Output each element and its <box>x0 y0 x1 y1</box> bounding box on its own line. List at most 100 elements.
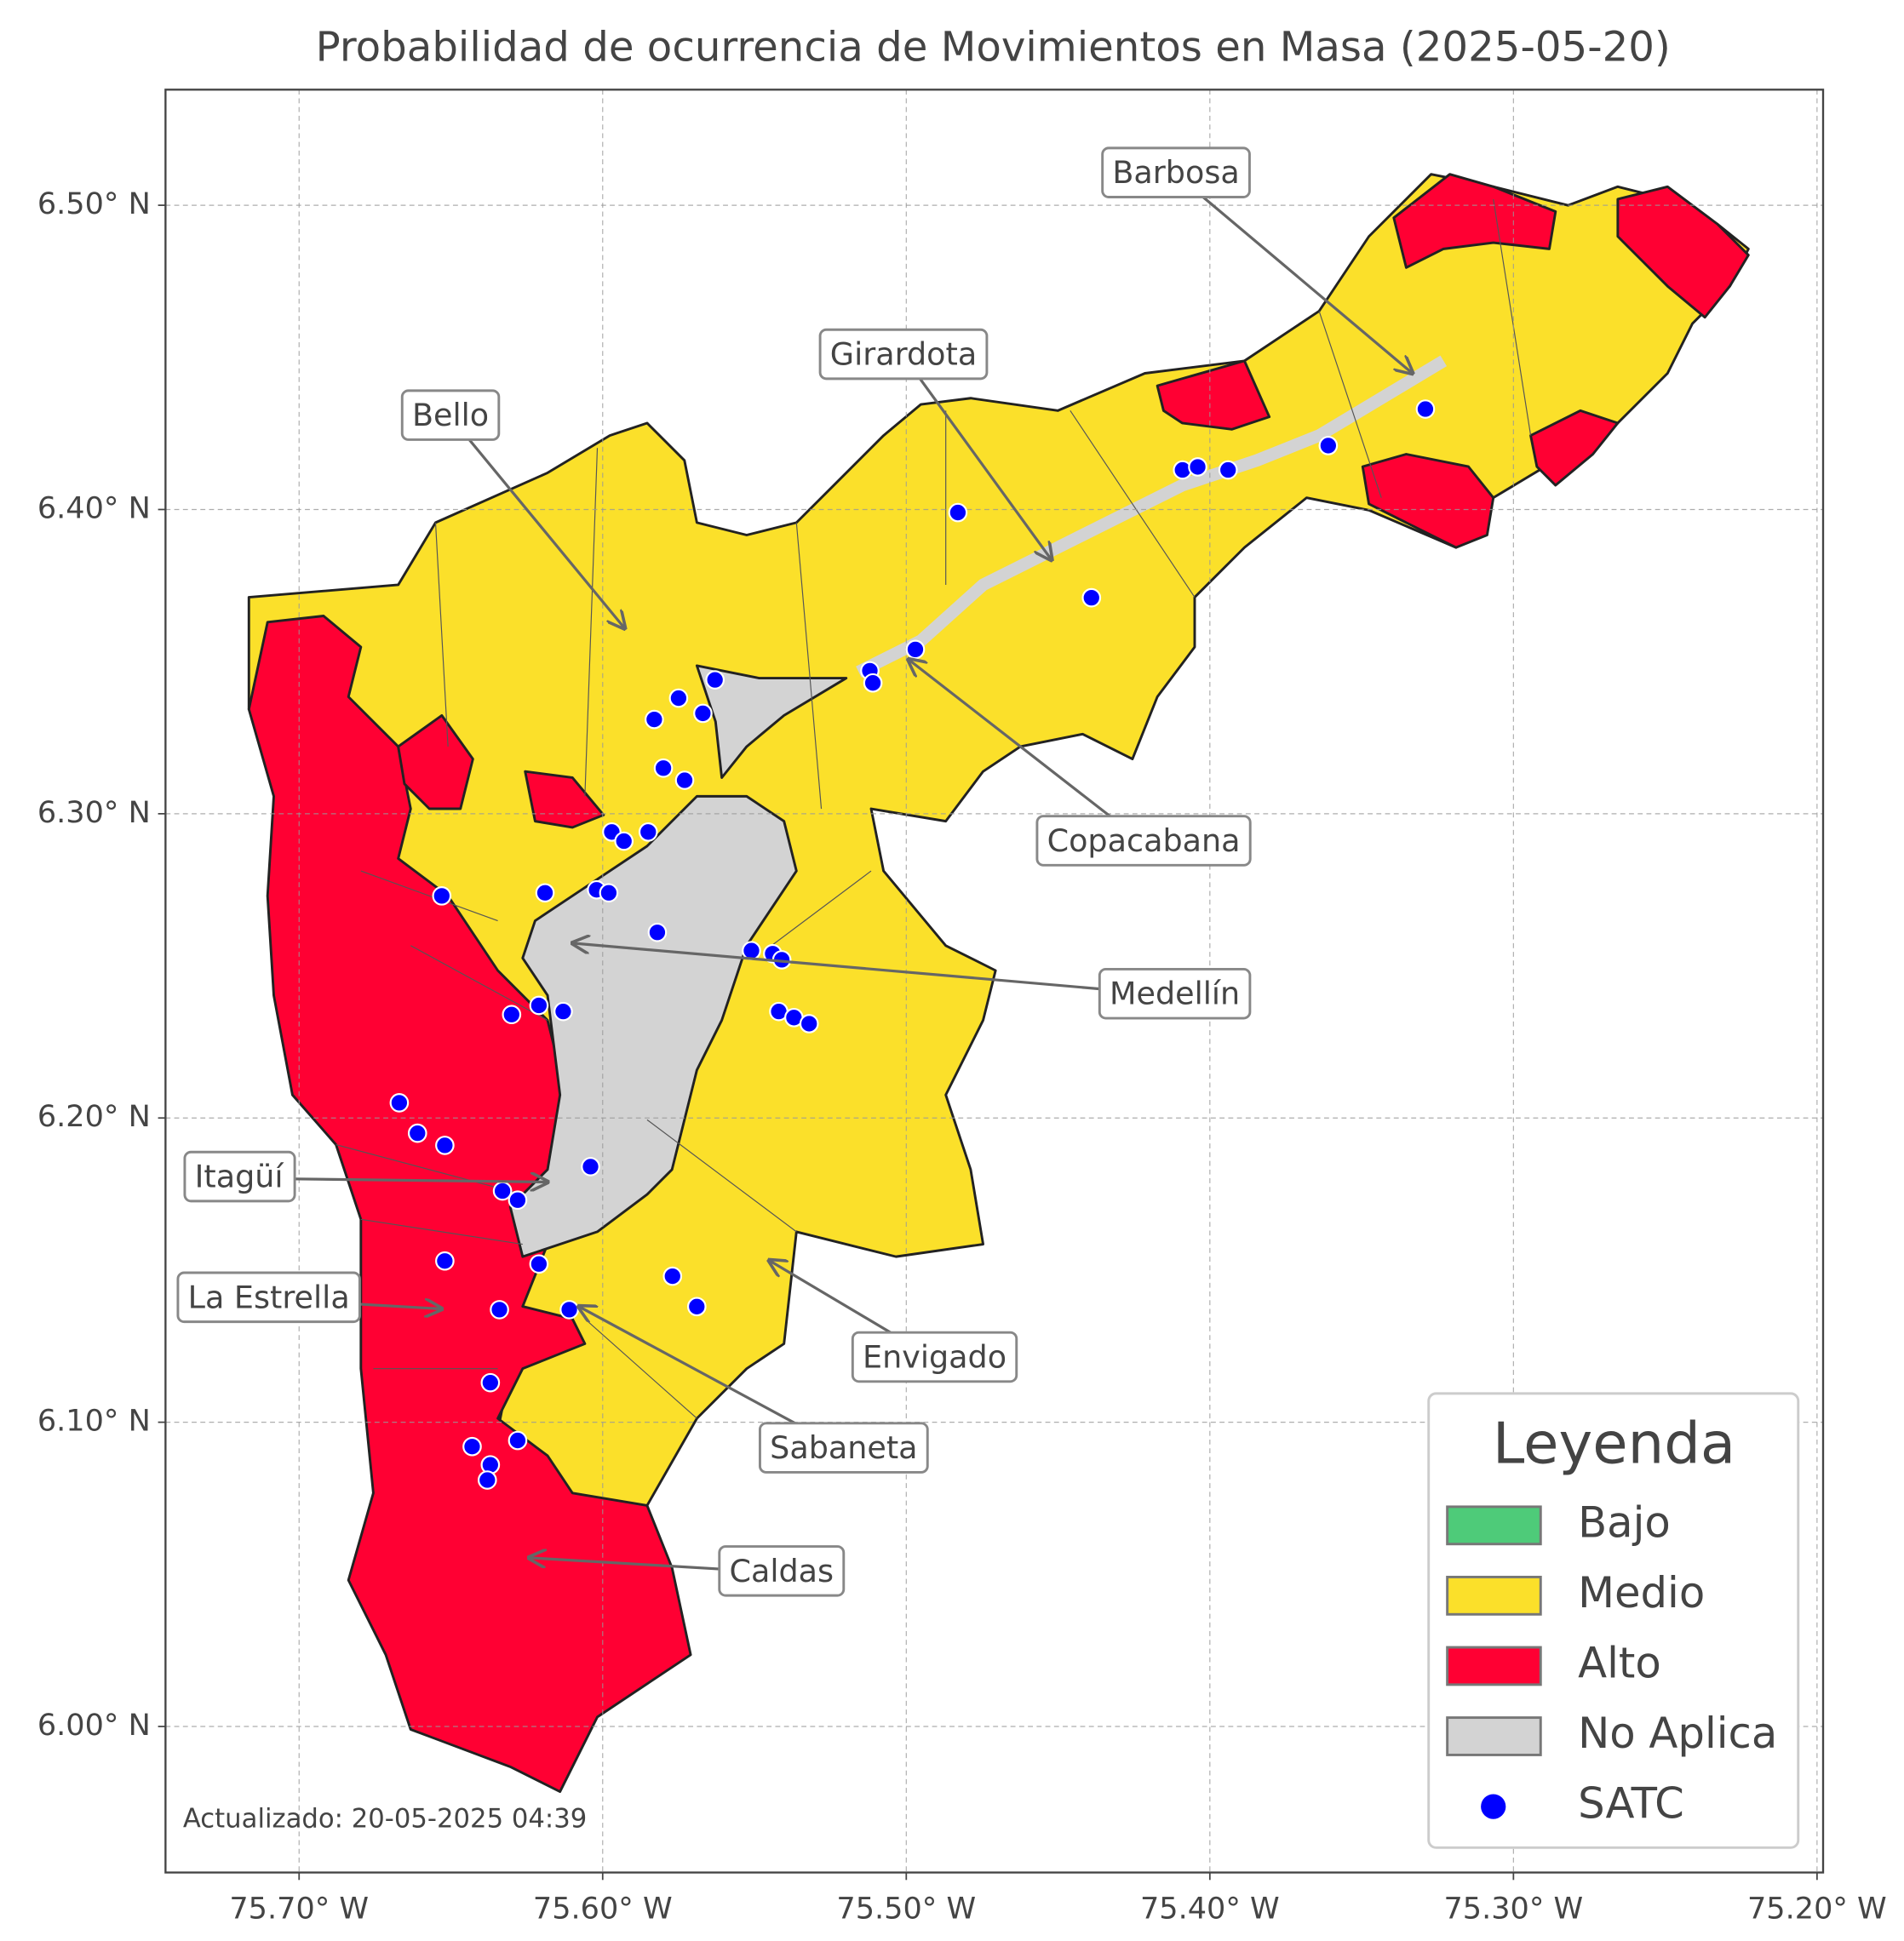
annotation: La Estrella <box>176 1271 361 1324</box>
annotation: Itagüí <box>183 1150 296 1203</box>
satc-point <box>668 688 689 708</box>
annotation-arrow <box>909 660 1145 844</box>
annotation-arrow <box>902 355 1052 560</box>
y-tick-label: 6.30° N <box>37 795 151 830</box>
legend-label: Medio <box>1578 1568 1705 1618</box>
annotation: Barbosa <box>1101 146 1251 198</box>
river-valley <box>856 355 1448 678</box>
legend-label: Alto <box>1578 1638 1661 1687</box>
legend-label: No Aplica <box>1578 1709 1777 1758</box>
legend-label: SATC <box>1578 1779 1684 1829</box>
satc-point <box>599 883 619 903</box>
legend-patch <box>1446 1716 1542 1756</box>
satc-point <box>742 941 761 961</box>
satc-point <box>1415 399 1436 419</box>
y-tick-label: 6.40° N <box>37 490 151 525</box>
satc-point <box>535 883 555 903</box>
satc-point <box>799 1014 819 1033</box>
satc-point <box>529 1254 549 1274</box>
annotation: Copacabana <box>1035 815 1252 867</box>
annotation-label: Girardota <box>830 336 977 373</box>
satc-point <box>407 1123 427 1143</box>
satc-point <box>1081 587 1102 608</box>
satc-point <box>948 502 968 523</box>
annotation: Sabaneta <box>758 1422 929 1474</box>
annotation-label: Caldas <box>729 1553 834 1589</box>
satc-point <box>477 1470 497 1490</box>
satc-point <box>480 1372 501 1393</box>
annotation-box <box>818 328 989 381</box>
annotation: Caldas <box>718 1545 846 1597</box>
annotation-label: La Estrella <box>188 1279 350 1315</box>
annotation-arrow <box>449 415 625 628</box>
satc-point <box>1318 436 1339 455</box>
satc-point <box>674 770 695 790</box>
satc-point <box>529 995 549 1016</box>
annotation-label: Medellín <box>1110 976 1240 1012</box>
annotation-label: Copacabana <box>1047 822 1241 859</box>
annotation-box <box>851 1331 1018 1383</box>
annotation-label: Barbosa <box>1112 154 1239 191</box>
x-tick-label: 75.30° W <box>1443 1891 1583 1926</box>
legend-patch <box>1446 1575 1542 1616</box>
annotation-box <box>400 389 501 441</box>
satc-point <box>462 1436 482 1457</box>
annotation-label: Envigado <box>863 1338 1006 1375</box>
annotation-box <box>758 1422 929 1474</box>
satc-point <box>638 822 658 842</box>
satc-point <box>905 639 926 660</box>
satc-point <box>432 886 452 906</box>
satc-point <box>686 1297 707 1317</box>
legend-patch <box>1446 1646 1542 1686</box>
regions <box>247 173 1750 1794</box>
legend: Leyenda Bajo Medio Alto No Aplica SATC <box>1427 1392 1800 1849</box>
annotation-box <box>1035 815 1252 867</box>
x-tick-label: 75.70° W <box>229 1891 369 1926</box>
y-tick-label: 6.50° N <box>37 186 151 221</box>
satc-point <box>490 1300 509 1320</box>
region-alto <box>397 713 474 810</box>
satc-point <box>647 922 668 942</box>
satc-point <box>502 1005 522 1025</box>
region-alto <box>247 615 692 1794</box>
annotation-box <box>1098 967 1252 1020</box>
y-tick-label: 6.00° N <box>37 1708 151 1743</box>
annotation: Medellín <box>1098 967 1252 1020</box>
annotation-arrow <box>1175 173 1413 374</box>
region-alto <box>1529 409 1620 487</box>
annotation-arrow <box>572 943 1175 997</box>
annotation: Envigado <box>851 1331 1018 1383</box>
satc-point <box>553 1001 573 1022</box>
y-tick-label: 6.20° N <box>37 1099 151 1134</box>
satc-point <box>1218 460 1238 480</box>
legend-marker <box>1481 1794 1506 1819</box>
satc-point <box>1188 457 1207 477</box>
axes-frame <box>164 89 1825 1874</box>
satc-point <box>559 1300 579 1320</box>
x-tick-label: 75.50° W <box>836 1891 976 1926</box>
region-alto <box>1392 173 1557 269</box>
x-tick-label: 75.40° W <box>1140 1891 1280 1926</box>
satc-point <box>508 1430 528 1451</box>
satc-point <box>863 673 883 693</box>
region-no-aplica <box>508 794 798 1258</box>
annotation-box <box>1101 146 1251 198</box>
satc-point <box>581 1157 600 1177</box>
annotation-box <box>183 1150 296 1203</box>
satc-point <box>645 709 664 730</box>
annotation: Bello <box>400 389 501 441</box>
x-tick-label: 75.20° W <box>1747 1891 1887 1926</box>
satc-point <box>653 758 674 778</box>
annotation-box <box>176 1271 361 1324</box>
satc-point <box>614 831 634 851</box>
region-no-aplica <box>695 664 848 779</box>
satc-point <box>693 703 713 724</box>
legend-title: Leyenda <box>1493 1410 1735 1476</box>
footnote: Actualizado: 20-05-2025 04:39 <box>183 1805 587 1835</box>
legend-label: Bajo <box>1578 1497 1671 1547</box>
annotation-label: Itagüí <box>195 1159 285 1195</box>
satc-point <box>662 1266 683 1286</box>
annotation-label: Sabaneta <box>770 1429 917 1466</box>
satc-point <box>435 1251 455 1271</box>
